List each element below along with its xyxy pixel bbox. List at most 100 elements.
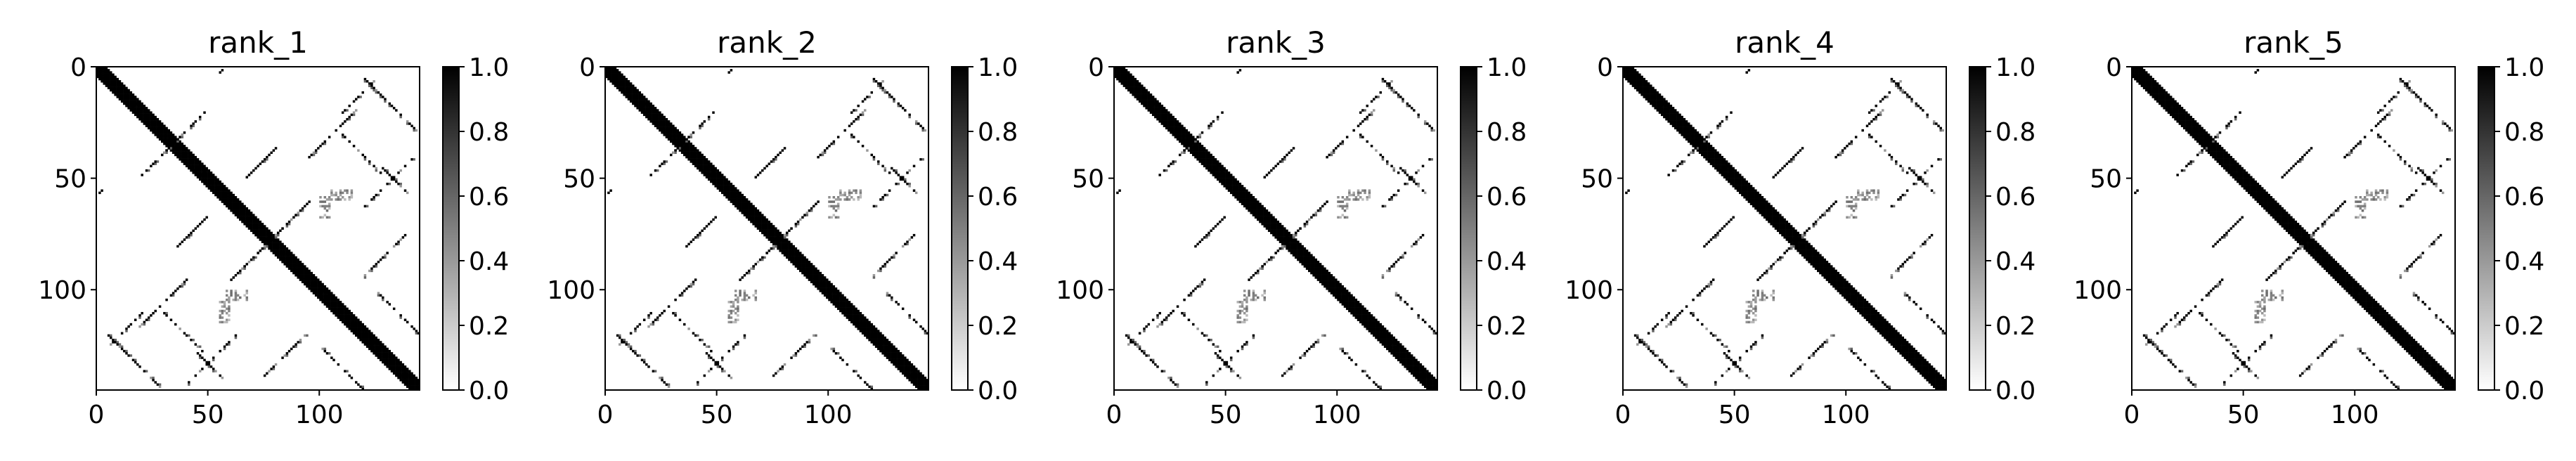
heatmap-cell (756, 227, 760, 230)
heatmap-cell (891, 343, 893, 346)
heatmap-cell (899, 361, 902, 364)
heatmap-cell (226, 307, 228, 311)
heatmap-cell (678, 147, 682, 150)
heatmap-cell (272, 238, 276, 241)
heatmap-cell (292, 345, 295, 349)
heatmap-cell (843, 309, 846, 313)
heatmap-cell (877, 269, 880, 273)
heatmap-cell (1234, 196, 1237, 199)
heatmap-cell (886, 339, 889, 342)
heatmap-cell (1314, 265, 1317, 268)
heatmap-cell (652, 109, 655, 112)
heatmap-cell (1154, 115, 1157, 119)
heatmap-cell (176, 245, 179, 248)
heatmap-cell (281, 245, 284, 248)
heatmap-cell (674, 145, 677, 148)
heatmap-cell (1248, 196, 1250, 199)
heatmap-cell (699, 151, 701, 155)
heatmap-cell (1227, 176, 1231, 178)
heatmap-cell (859, 189, 862, 192)
heatmap-cell (1132, 80, 1134, 83)
heatmap-cell (228, 307, 231, 311)
heatmap-cell (1200, 160, 1204, 163)
heatmap-cell (401, 365, 405, 368)
heatmap-cell (917, 381, 920, 384)
heatmap-cell (1192, 153, 1195, 157)
heatmap-cell (1308, 256, 1311, 259)
heatmap-cell (1125, 71, 1128, 74)
heatmap-cell (1232, 193, 1235, 197)
heatmap-cell (805, 214, 808, 216)
heatmap-cell (763, 216, 766, 219)
heatmap-cell (659, 129, 661, 132)
heatmap-cell (234, 202, 238, 205)
heatmap-cell (147, 117, 150, 121)
heatmap-cell (775, 233, 777, 237)
heatmap-cell (877, 341, 880, 344)
heatmap-cell (627, 80, 630, 83)
heatmap-cell (901, 368, 905, 370)
heatmap-cell (763, 225, 766, 228)
heatmap-cell (1308, 258, 1311, 261)
heatmap-cell (263, 229, 266, 233)
heatmap-cell (848, 307, 851, 311)
heatmap-cell (98, 77, 101, 81)
heatmap-cell (384, 256, 387, 259)
heatmap-cell (659, 122, 661, 125)
heatmap-cell (116, 84, 119, 87)
heatmap-cell (830, 296, 833, 299)
heatmap-cell (1194, 145, 1197, 148)
heatmap-cell (399, 115, 402, 119)
heatmap-cell (1250, 196, 1253, 199)
heatmap-cell (765, 220, 768, 223)
heatmap-cell (893, 98, 895, 100)
heatmap-cell (373, 198, 375, 201)
heatmap-cell (314, 290, 318, 292)
heatmap-cell (143, 320, 146, 324)
heatmap-cell (105, 75, 108, 79)
heatmap-cell (1181, 131, 1184, 134)
heatmap-cell (332, 311, 335, 315)
heatmap-cell (734, 318, 737, 321)
heatmap-cell (779, 245, 782, 248)
heatmap-cell (794, 252, 798, 254)
heatmap-cell (813, 204, 815, 208)
heatmap-cell (276, 252, 280, 254)
heatmap-cell (877, 82, 880, 85)
heatmap-cell (1419, 372, 1423, 375)
heatmap-cell (826, 294, 829, 297)
heatmap-cell (1305, 252, 1309, 254)
heatmap-cell (357, 318, 360, 321)
heatmap-cell (415, 387, 418, 391)
heatmap-cell (183, 160, 186, 163)
heatmap-cell (1187, 131, 1191, 134)
heatmap-cell (826, 283, 829, 286)
heatmap-cell (642, 361, 646, 364)
heatmap-cell (1286, 236, 1288, 239)
heatmap-cell (283, 245, 286, 248)
heatmap-cell (1261, 204, 1264, 208)
heatmap-cell (221, 193, 224, 197)
heatmap-cell (245, 220, 249, 223)
heatmap-cell (775, 236, 777, 239)
heatmap-cell (1299, 249, 1302, 252)
heatmap-cell (270, 151, 273, 155)
heatmap-cell (703, 343, 706, 346)
heatmap-cell (179, 142, 181, 145)
heatmap-cell (881, 80, 884, 83)
heatmap-cell (1219, 167, 1222, 170)
heatmap-cell (228, 204, 231, 208)
heatmap-cell (241, 207, 244, 210)
heatmap-cell (1116, 69, 1119, 72)
heatmap-cell (891, 347, 893, 351)
heatmap-cell (638, 323, 642, 326)
heatmap-cell (864, 332, 867, 335)
heatmap-cell (924, 376, 927, 379)
heatmap-cell (676, 145, 679, 148)
heatmap-cell (636, 325, 639, 328)
heatmap-cell (1399, 352, 1402, 355)
heatmap-cell (690, 142, 693, 145)
heatmap-cell (382, 356, 384, 359)
heatmap-cell (150, 117, 153, 121)
heatmap-cell (1232, 176, 1235, 178)
